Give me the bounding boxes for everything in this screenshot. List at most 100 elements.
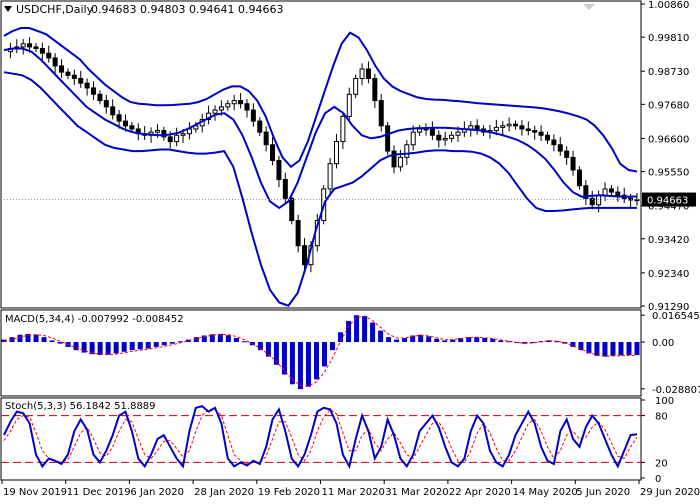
macd-histogram-bar: [185, 339, 191, 343]
candle-body: [225, 103, 231, 108]
macd-histogram-bar: [273, 342, 279, 365]
candle-body: [423, 128, 429, 131]
price-plot: [1, 27, 641, 307]
candle-body: [333, 141, 339, 165]
candle-body: [429, 128, 435, 136]
candle-body: [583, 185, 589, 199]
macd-histogram-bar: [153, 342, 159, 347]
macd-histogram-bar: [257, 342, 263, 351]
macd-histogram-bar: [129, 342, 135, 351]
candle-body: [212, 109, 218, 114]
candle-body: [295, 219, 301, 247]
stochastic-plot: [1, 405, 641, 470]
macd-histogram-bar: [330, 342, 336, 351]
macd-histogram-bar: [474, 337, 480, 343]
macd-histogram-bar: [217, 333, 223, 343]
candle-body: [289, 197, 295, 221]
macd-histogram-bar: [113, 342, 119, 354]
candle-body: [404, 144, 410, 158]
macd-histogram-bar: [97, 342, 103, 356]
macd-histogram-bar: [490, 338, 496, 343]
macd-tick-label: 0.016545: [652, 311, 700, 322]
current-price-label: 0.94663: [647, 196, 688, 207]
candle-body: [27, 43, 33, 48]
candle-body: [39, 47, 45, 54]
macd-histogram-bar: [289, 342, 295, 385]
candle-body: [608, 188, 614, 193]
macd-plot: [1, 315, 640, 390]
macd-histogram-bar: [618, 342, 624, 356]
macd-histogram-bar: [578, 342, 584, 351]
macd-histogram-bar: [89, 342, 95, 355]
close-chart-icon[interactable]: [583, 4, 595, 10]
macd-histogram-bar: [346, 320, 352, 343]
candle-body: [97, 93, 103, 102]
candle-body: [327, 163, 333, 190]
candle-body: [59, 65, 65, 73]
macd-histogram-bar: [386, 337, 392, 343]
stoch-signal-line: [3, 408, 638, 465]
candle-body: [46, 52, 52, 59]
macd-histogram-bar: [209, 334, 215, 343]
macd-histogram-bar: [482, 337, 488, 343]
candle-body: [161, 130, 167, 138]
candle-body: [449, 134, 455, 139]
macd-histogram-bar: [506, 341, 512, 343]
candle-body: [116, 114, 122, 122]
macd-histogram-bar: [265, 342, 271, 357]
macd-histogram-bar: [610, 342, 616, 356]
macd-histogram-bar: [305, 342, 311, 387]
date-tick-label: 28 Jan 2020: [194, 487, 254, 498]
macd-histogram-bar: [418, 334, 424, 343]
candle-body: [244, 103, 250, 111]
macd-histogram-bar: [177, 341, 183, 343]
candle-body: [91, 87, 97, 95]
macd-histogram-bar: [281, 342, 287, 375]
price-tick-label: 1.00860: [648, 0, 689, 11]
current-price-badge: [642, 192, 696, 207]
candle-body: [615, 191, 621, 196]
candle-body: [33, 46, 39, 49]
candle-body: [365, 68, 371, 79]
macd-histogram-bar: [241, 341, 247, 343]
macd-histogram-bar: [121, 342, 127, 352]
candle-body: [238, 100, 244, 105]
date-tick-label: 11 Mar 2020: [322, 487, 385, 498]
macd-histogram-bar: [378, 330, 384, 343]
candle-body: [218, 106, 224, 111]
candle-body: [52, 57, 58, 67]
macd-histogram-bar: [370, 322, 376, 343]
macd-histogram-bar: [458, 337, 464, 343]
candle-body: [589, 197, 595, 206]
date-tick-label: 5 Jun 2020: [576, 487, 630, 498]
date-tick-label: 31 Mar 2020: [385, 487, 448, 498]
candle-body: [250, 109, 256, 122]
macd-histogram-bar: [450, 339, 456, 343]
candle-body: [122, 120, 128, 127]
macd-histogram-bar: [602, 342, 608, 357]
candle-body: [378, 100, 384, 127]
symbol-label: USDCHF,Daily: [16, 3, 94, 16]
macd-histogram-bar: [362, 316, 368, 343]
candle-body: [353, 77, 359, 95]
candle-body: [397, 156, 403, 168]
macd-histogram-bar: [546, 340, 552, 343]
candle-body: [193, 125, 199, 130]
price-tick-label: 0.96600: [648, 134, 689, 145]
macd-histogram-bar: [49, 340, 55, 343]
candle-body: [263, 131, 269, 146]
dropdown-triangle-icon[interactable]: [4, 6, 12, 12]
candle-body: [302, 245, 308, 266]
macd-histogram-bar: [394, 339, 400, 343]
date-tick-label: 11 Dec 2019: [67, 487, 131, 498]
date-tick-label: 19 Nov 2019: [3, 487, 67, 498]
macd-histogram-bar: [354, 315, 360, 343]
candle-body: [436, 134, 442, 141]
candle-body: [628, 197, 634, 201]
price-tick-label: 0.93420: [648, 235, 689, 246]
candle-body: [346, 93, 352, 117]
candle-body: [525, 128, 531, 132]
date-tick-label: 6 Jan 2020: [130, 487, 184, 498]
